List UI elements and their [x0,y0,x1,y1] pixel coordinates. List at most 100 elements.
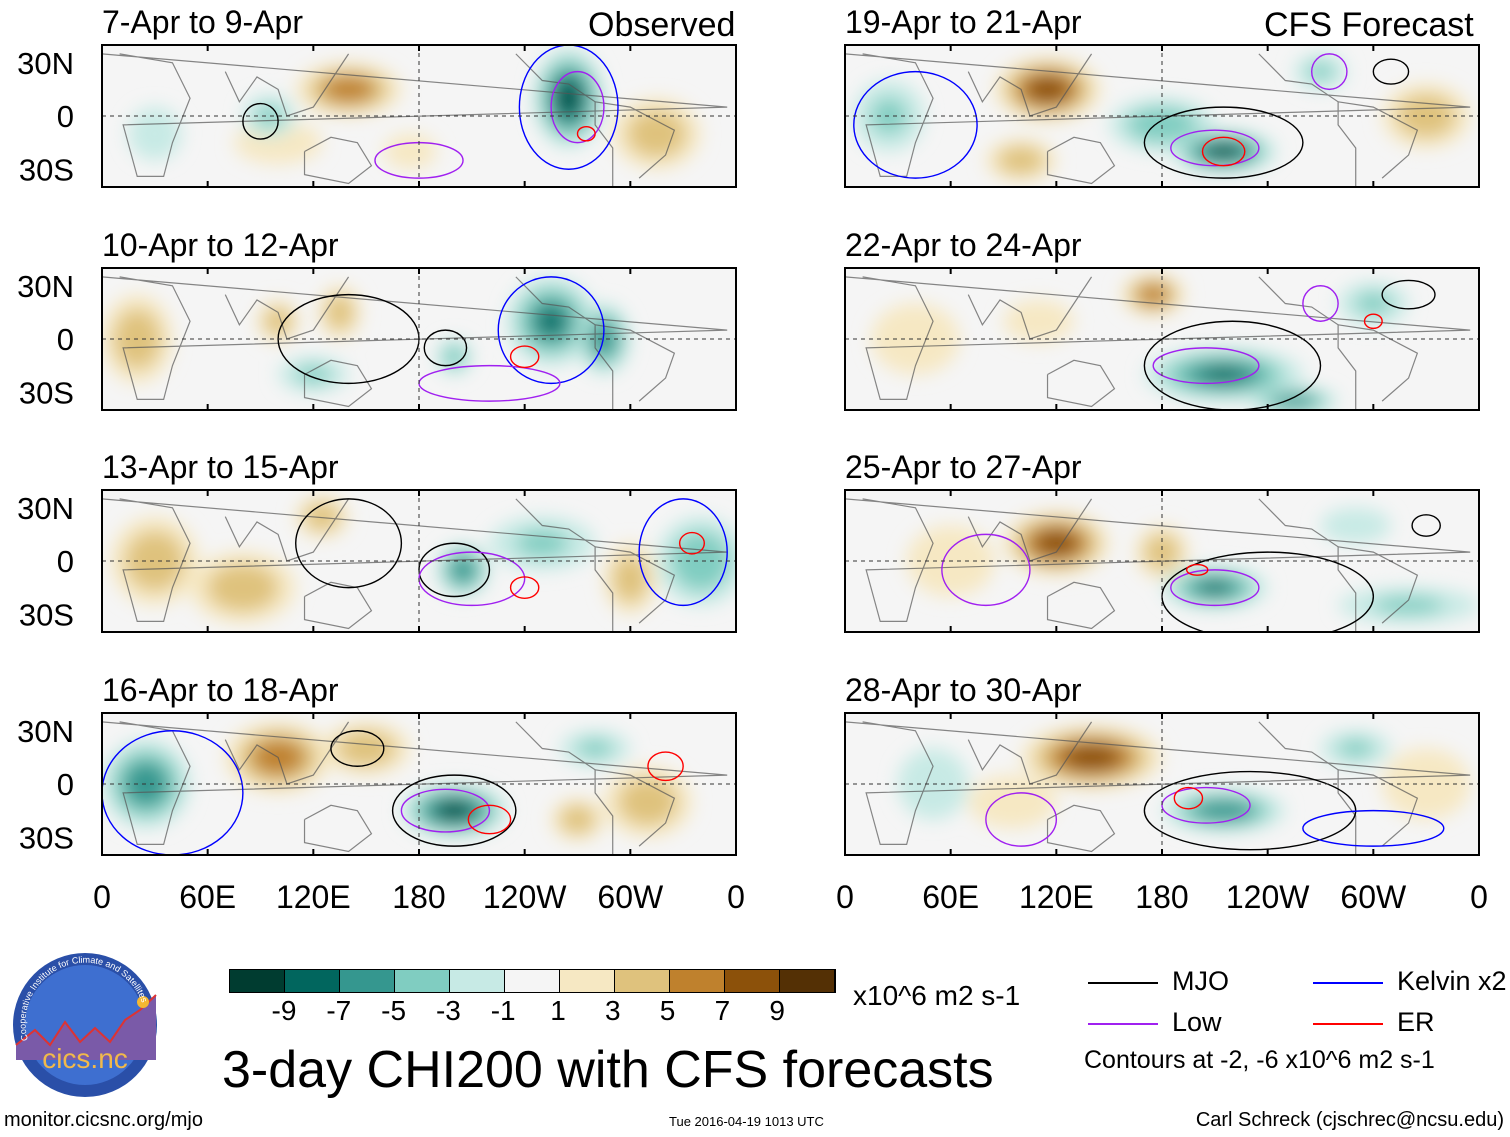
lon-tick-label: 180 [392,879,445,915]
anomaly-shading [1144,116,1180,134]
anomaly-shading [1153,543,1171,561]
low-contour [1161,786,1251,824]
colorbar-label: 1 [550,995,566,1026]
lat-tick-label: 30N [17,269,74,304]
anomaly-shading [561,88,576,109]
map-panel: 28-Apr to 30-Apr 0 60E 120E 180 120W 60W 0 [836,672,1488,915]
anomaly-shading [141,120,169,148]
cfs-forecast-label: CFS Forecast [1264,6,1474,44]
colorbar-swatch [560,970,615,992]
low-contour [1302,285,1339,322]
anomaly-shading [577,739,613,758]
map-panels: 7-Apr to 9-Apr 30N 0 30S 19-Apr to 21-Apr 10-… [17,4,1488,915]
lat-tick-label: 30N [17,714,74,749]
er-contour [576,125,596,142]
coastlines [102,53,728,187]
anomaly-shading [1307,62,1334,81]
lon-tick-label: 60W [597,879,664,915]
anomaly-shading [1036,82,1059,96]
anomaly-shading [1411,105,1441,127]
anomaly-shading [1213,147,1235,156]
logo-text: cics.nc [42,1043,128,1074]
anomaly-shading [1021,310,1057,332]
colorbar-swatch [285,970,340,992]
lat-tick-label: 0 [57,767,74,802]
mjo-contour [1411,514,1441,537]
colorbar-swatch [340,970,395,992]
lat-tick-label: 30S [19,152,74,187]
low-contour [985,792,1058,847]
mjo-contour [242,102,279,140]
figure-title: 3-day CHI200 with CFS forecasts [222,1041,994,1099]
lon-tick-label: 60W [1340,879,1407,915]
mjo-contour [1372,58,1410,85]
mjo-contour [1143,106,1304,179]
coastlines [102,498,728,632]
kelvin-contour [1302,809,1445,847]
observed-label: Observed [588,6,736,44]
map-panel: 25-Apr to 27-Apr [844,449,1480,633]
anomaly-shading [1009,153,1033,168]
er-contour [678,531,706,555]
anomaly-shading [1338,739,1374,758]
lat-tick-label: 30S [19,820,74,855]
er-contour [509,576,540,599]
colorbar-units: x10^6 m2 s-1 [853,980,1021,1011]
legend-note: Contours at -2, -6 x10^6 m2 s-1 [1084,1046,1435,1074]
map-panel: 10-Apr to 12-Apr 30N 0 30S [17,227,737,411]
panel-title: 22-Apr to 24-Apr [845,227,1082,263]
legend-line [1088,982,1158,984]
colorbar-label: 9 [769,995,785,1026]
map-panel: 7-Apr to 9-Apr 30N 0 30S [17,4,737,188]
anomaly-shading [396,142,424,161]
mjo-contour [423,329,468,367]
er-contour [467,804,512,835]
anomaly-shading [1208,805,1240,816]
low-contour [1170,569,1260,607]
anomaly-shading [990,788,1035,816]
mjo-contour [418,542,491,598]
lat-tick-label: 30S [19,375,74,410]
panel-title: 7-Apr to 9-Apr [102,4,303,40]
anomaly-shading [351,739,381,758]
anomaly-shading [443,805,465,816]
anomaly-shading [893,321,938,357]
anomaly-shading [1145,289,1162,300]
kelvin-contour [102,730,244,855]
lon-tick-label: 0 [1470,879,1488,915]
lon-tick-label: 120W [483,879,567,915]
anomaly-shading [225,575,261,600]
anomaly-shading [568,812,587,827]
legend-line [1313,1023,1383,1025]
anomaly-shading [1201,582,1229,593]
footer-timestamp: Tue 2016-04-19 1013 UTC [669,1114,824,1129]
anomaly-shading [313,509,331,524]
colorbar-swatch [780,970,835,992]
lat-tick-label: 30N [17,491,74,526]
er-contour [1363,313,1383,330]
colorbar-swatch [505,970,560,992]
footer-url[interactable]: monitor.cicsnc.org/mjo [4,1109,203,1131]
anomaly-shading [456,563,470,577]
lon-tick-label: 0 [836,879,854,915]
anomaly-shading [642,121,672,146]
mjo-contour [1143,320,1322,410]
anomaly-shading [1404,766,1449,802]
lat-tick-label: 0 [57,99,74,134]
anomaly-shading [540,310,563,333]
map-panel: 16-Apr to 18-Apr 30N 0 30S 0 60E 120E 180 120W 60… [17,672,745,915]
lon-tick-label: 0 [93,879,111,915]
low-contour [400,788,491,833]
colorbar-swatch [395,970,450,992]
anomaly-shading [1203,367,1244,382]
legend-line [1088,1023,1158,1025]
mjo-contour [1381,279,1436,310]
coastlines [102,721,728,855]
mjo-contour [330,730,385,767]
anomaly-shading [621,566,640,591]
anomaly-shading [448,350,461,363]
cics-logo: cics.nc Cooperative Institute for Climat… [13,953,157,1097]
anomaly-shading [1373,596,1444,615]
panel-title: 16-Apr to 18-Apr [102,672,339,708]
